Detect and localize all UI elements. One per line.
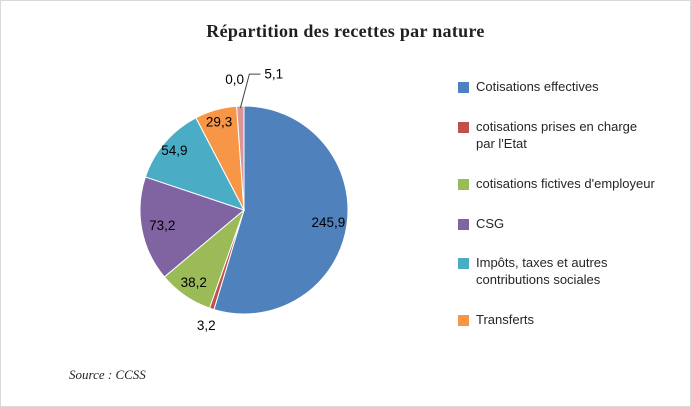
data-label-3: 73,2 xyxy=(149,218,175,233)
legend-item-1: cotisations prises en charge par l'Etat xyxy=(458,119,658,153)
data-label-5: 29,3 xyxy=(206,114,232,129)
legend-label: cotisations prises en charge par l'Etat xyxy=(476,118,638,151)
data-label-1: 3,2 xyxy=(197,318,216,333)
legend-item-2: cotisations fictives d'employeur xyxy=(458,176,658,193)
chart-title: Répartition des recettes par nature xyxy=(206,21,485,41)
legend-swatch-icon xyxy=(458,82,469,93)
legend-item-5: Transferts xyxy=(458,312,658,329)
data-label-4: 54,9 xyxy=(161,143,187,158)
pie-slice-3 xyxy=(139,176,246,278)
leader-line xyxy=(239,73,261,109)
legend-label: CSG xyxy=(476,215,505,231)
pie-slice-7 xyxy=(236,105,245,211)
legend-label: cotisations fictives d'employeur xyxy=(476,175,655,191)
pie-slice-0 xyxy=(213,105,349,315)
legend-item-0: Cotisations effectives xyxy=(458,79,658,96)
legend-label: Impôts, taxes et autres contributions so… xyxy=(476,255,608,288)
legend-item-3: CSG xyxy=(458,216,658,233)
data-label-6: 0,0 xyxy=(225,72,244,87)
data-label-2: 38,2 xyxy=(181,275,207,290)
legend-swatch-icon xyxy=(458,315,469,327)
data-label-0: 245,9 xyxy=(311,215,345,230)
data-label-7: 5,1 xyxy=(264,67,283,82)
legend-swatch-icon xyxy=(458,121,469,133)
legend-swatch-icon xyxy=(458,258,469,270)
legend-label: Cotisations effectives xyxy=(476,79,599,94)
legend: Cotisations effectives cotisations prises… xyxy=(458,79,658,329)
pie-slice-4 xyxy=(144,117,246,211)
source-note: Source : CCSS xyxy=(69,367,146,382)
legend-swatch-icon xyxy=(458,218,469,230)
legend-swatch-icon xyxy=(458,178,469,190)
legend-label: Transferts xyxy=(476,312,535,328)
legend-item-4: Impôts, taxes et autres contributions so… xyxy=(458,255,658,289)
